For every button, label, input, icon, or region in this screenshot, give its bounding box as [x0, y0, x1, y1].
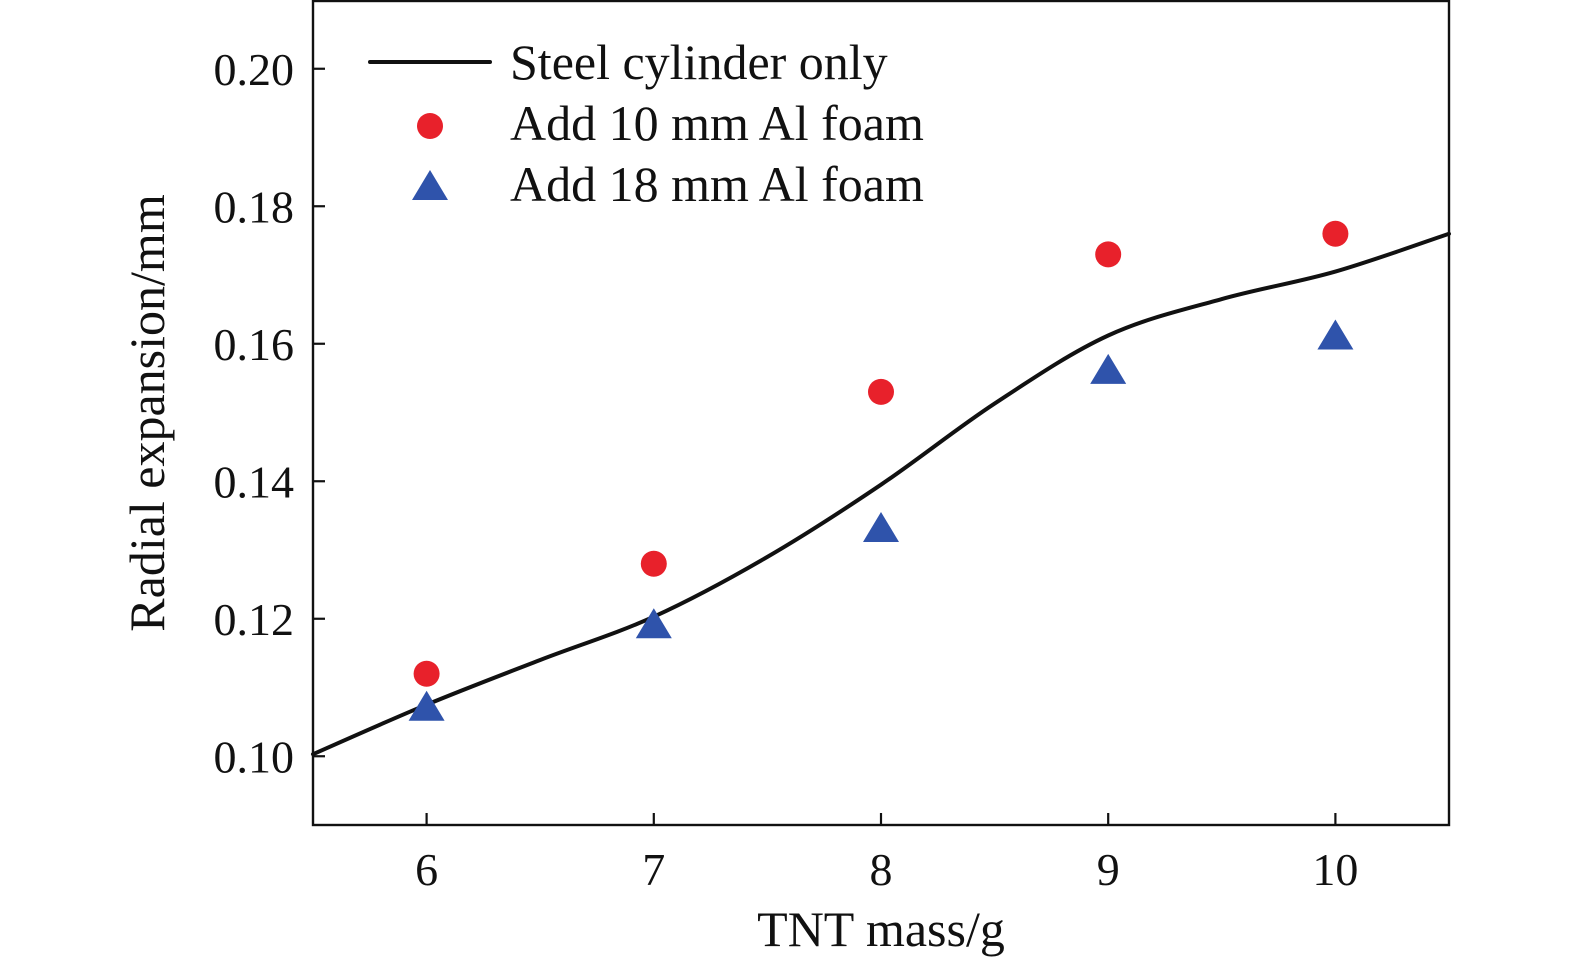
- y-tick-label-3: 0.14: [214, 456, 295, 507]
- series-point-add-18mm-al-foam-1: [408, 690, 445, 721]
- series-point-add-18mm-al-foam-5: [1317, 319, 1354, 350]
- y-tick-label-5: 0.18: [214, 181, 295, 232]
- series-point-add-18mm-al-foam-2: [635, 608, 672, 639]
- series-point-add-10mm-al-foam-1: [413, 660, 440, 687]
- y-tick-label-6: 0.20: [214, 44, 295, 95]
- plot-layer: [311, 220, 1451, 757]
- axis-layer: 6 7 8 9 10 0.10 0.12 0.14 0.16 0.18 0.20 TNT mass/g…: [119, 0, 1451, 957]
- x-tick-label-2: 7: [642, 844, 665, 895]
- series-line-steel-cylinder-only: [311, 231, 1451, 757]
- series-point-add-18mm-al-foam-3: [863, 511, 899, 542]
- x-tick-label-3: 8: [870, 844, 893, 895]
- series-point-add-10mm-al-foam-3: [868, 378, 894, 405]
- legend-label-add-18mm-al-foam: Add 18 mm Al foam: [510, 156, 924, 212]
- y-axis-title: Radial expansion/mm: [119, 194, 175, 632]
- series-point-add-10mm-al-foam-2: [640, 550, 667, 577]
- y-tick-label-1: 0.10: [214, 731, 295, 782]
- series-point-add-18mm-al-foam-4: [1090, 353, 1127, 384]
- y-tick-label-4: 0.16: [214, 319, 295, 370]
- legend-marker-add-10mm-al-foam: [417, 113, 443, 139]
- legend-marker-add-18mm-al-foam: [412, 170, 448, 200]
- legend-label-add-10mm-al-foam: Add 10 mm Al foam: [510, 95, 924, 151]
- x-tick-label-1: 6: [415, 844, 438, 895]
- y-tick-label-2: 0.12: [214, 594, 295, 645]
- series-point-add-10mm-al-foam-5: [1322, 220, 1349, 247]
- x-tick-label-4: 9: [1097, 844, 1120, 895]
- x-tick-label-5: 10: [1312, 844, 1358, 895]
- x-axis-title: TNT mass/g: [757, 901, 1005, 957]
- legend-label-steel-cylinder-only: Steel cylinder only: [510, 34, 888, 90]
- series-point-add-10mm-al-foam-4: [1095, 241, 1122, 268]
